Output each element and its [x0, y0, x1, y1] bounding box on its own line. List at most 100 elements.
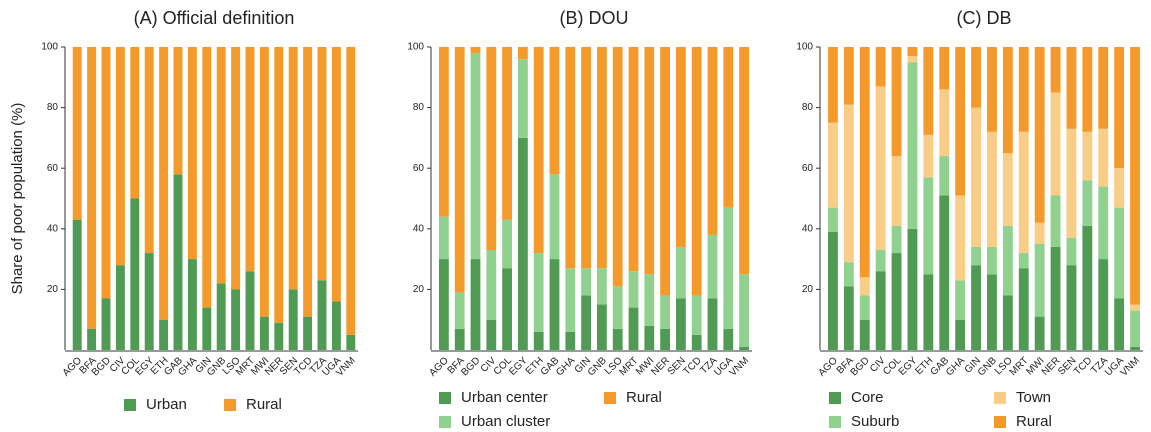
bar-segment [346, 334, 356, 350]
bar-segment [939, 47, 950, 90]
bar-segment [518, 59, 528, 138]
legend-label: Urban cluster [461, 413, 550, 430]
bar-segment [971, 265, 981, 350]
y-tick-label: 40 [413, 223, 425, 234]
bar-segment [1018, 131, 1029, 254]
bar-segment [1114, 47, 1125, 169]
legend-label: Urban [146, 396, 187, 413]
bar-segment [1114, 298, 1125, 350]
bar-segment [923, 274, 934, 350]
y-axis-label: Share of poor population (%) [9, 103, 26, 295]
y-tick-label: 100 [407, 42, 424, 53]
x-tick-label: VNM [1119, 355, 1143, 379]
bar-segment [72, 47, 82, 220]
y-tick-label: 80 [802, 102, 814, 113]
bar-segment [454, 292, 465, 329]
bar-segment [707, 298, 718, 350]
bar-segment [502, 219, 512, 269]
bar-segment [597, 47, 607, 269]
bar-segment [1098, 128, 1109, 187]
legend-swatch [439, 416, 451, 428]
bar-segment [549, 259, 560, 350]
bar-segment [691, 295, 702, 335]
bar-segment [187, 259, 197, 350]
bar-segment [288, 47, 298, 290]
bar-segment [612, 47, 623, 287]
y-tick-label: 80 [413, 102, 425, 113]
bar-segment [891, 156, 902, 226]
bar-segment [144, 253, 154, 350]
bar-segment [628, 307, 639, 350]
bar-segment [231, 289, 241, 350]
bar-segment [518, 137, 528, 350]
bar-segment [533, 47, 544, 254]
bar-segment [502, 47, 512, 220]
bar-segment [115, 47, 125, 266]
bar-segment [828, 207, 838, 232]
bar-segment [828, 122, 838, 208]
legend-swatch [439, 392, 451, 404]
bar-segment [1066, 265, 1077, 350]
bar-segment [723, 47, 734, 208]
legend-label: Rural [246, 396, 282, 413]
bar-segment [130, 47, 140, 199]
bar-segment [259, 47, 269, 317]
bar-segment [907, 228, 918, 350]
bar-segment [1098, 186, 1109, 260]
legend-label: Suburb [851, 413, 899, 430]
legend-label: Rural [1016, 413, 1052, 430]
bar-segment [1082, 180, 1093, 226]
x-tick-label: VNM [728, 355, 752, 379]
bar-segment [923, 47, 934, 135]
legend-label: Urban center [461, 389, 548, 406]
bar-segment [486, 319, 497, 350]
bar-segment [303, 47, 313, 317]
bar-segment [739, 274, 749, 347]
bar-segment [907, 62, 918, 229]
bar-segment [115, 265, 125, 350]
bar-segment [1098, 47, 1109, 129]
bar-segment [1114, 207, 1125, 299]
bar-segment [216, 47, 226, 284]
bar-segment [987, 246, 997, 275]
bar-segment [518, 47, 528, 60]
bar-segment [470, 53, 481, 260]
legend-swatch [994, 392, 1006, 404]
bar-segment [939, 195, 950, 350]
bar-segment [843, 47, 854, 105]
bar-segment [549, 174, 560, 260]
bar-segment [939, 89, 950, 157]
bar-segment [502, 268, 512, 350]
bar-segment [1050, 195, 1061, 247]
panel: (B) DOU20406080100AGOBFABGDCIVCOLEGYETHG… [407, 8, 752, 430]
legend-swatch [829, 416, 841, 428]
bar-segment [707, 47, 718, 235]
bar-segment [628, 47, 639, 272]
bar-segment [676, 298, 686, 350]
bar-segment [955, 280, 966, 320]
bar-segment [331, 47, 341, 302]
bar-segment [987, 274, 997, 350]
bar-segment [1050, 246, 1061, 350]
bar-segment [274, 47, 284, 323]
bar-segment [317, 47, 327, 281]
bar-segment [644, 325, 655, 350]
bar-segment [891, 225, 902, 254]
bar-segment [875, 86, 886, 251]
bar-segment [274, 322, 284, 350]
bar-segment [159, 319, 169, 350]
bar-segment [245, 47, 255, 272]
bar-segment [1098, 259, 1109, 350]
bar-segment [676, 47, 686, 247]
y-tick-label: 60 [47, 163, 59, 174]
y-tick-label: 100 [41, 42, 58, 53]
bar-segment [723, 207, 734, 329]
bar-segment [923, 134, 934, 178]
bar-segment [859, 47, 870, 278]
panel: (C) DB20406080100AGOBFABGDCIVCOLEGYETHGA… [796, 8, 1143, 430]
bar-segment [144, 47, 154, 254]
bar-segment [676, 246, 686, 299]
bar-segment [612, 286, 623, 329]
legend-swatch [829, 392, 841, 404]
bar-segment [875, 47, 886, 87]
